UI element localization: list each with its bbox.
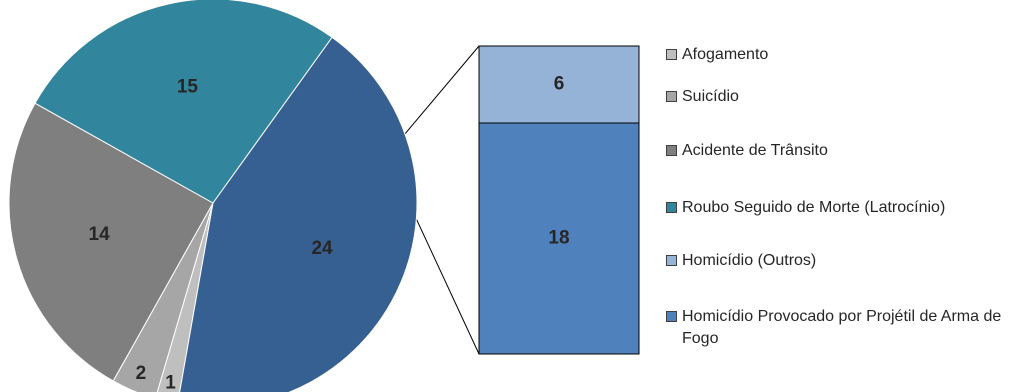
legend-swatch: [666, 49, 677, 60]
legend-swatch: [666, 255, 677, 266]
legend-swatch: [666, 91, 677, 102]
data-label-homicidio: 24: [311, 238, 333, 259]
data-label-suicidio: 2: [136, 363, 147, 384]
legend-item-roubo-seguido-de-morte-latrocinio: Roubo Seguido de Morte (Latrocínio): [666, 197, 1022, 219]
legend-label: Afogamento: [682, 46, 769, 63]
data-label-roubo-seguido-de-morte-latrocinio: 15: [177, 77, 199, 98]
legend-item-homicidio-outros: Homicídio (Outros): [666, 250, 1022, 272]
legend-swatch: [666, 311, 677, 322]
legend-label: Roubo Seguido de Morte (Latrocínio): [682, 199, 946, 216]
pie-slice-homicidio: [179, 36, 418, 392]
legend-swatch: [666, 202, 677, 213]
legend-item-suicidio: Suicídio: [666, 86, 1022, 108]
data-label-acidente-de-transito: 14: [89, 224, 111, 245]
pie: 12 14 15 24: [8, 0, 418, 392]
pie-slice-roubo-seguido-de-morte-latrocinio: [34, 0, 333, 204]
legend-item-homicidio-provocado-por-projetil-de-arma-de-fogo: Homicídio Provocado por Projétil de Arma…: [666, 306, 1022, 350]
bar-segment-homicidio-provocado-por-projetil-de-arma-de-fogo: [478, 122, 640, 355]
legend-item-acidente-de-transito: Acidente de Trânsito: [666, 140, 1022, 162]
pie-slice-acidente-de-transito: [8, 102, 214, 382]
data-label-afogamento: 1: [165, 373, 176, 392]
legend-label: Acidente de Trânsito: [682, 142, 828, 159]
legend-swatch: [666, 145, 677, 156]
bar-segment-homicidio-outros: [478, 45, 640, 124]
legend-label: Homicídio (Outros): [682, 252, 817, 269]
legend-label: Homicídio Provocado por Projétil de Arma…: [682, 308, 1002, 347]
legend-item-afogamento: Afogamento: [666, 44, 1022, 66]
bar-label-homicidio-outros: 6: [554, 74, 565, 95]
bar-label-homicidio-provocado-por-projetil-de-arma-de-fogo: 18: [548, 228, 569, 249]
legend-label: Suicídio: [682, 88, 739, 105]
stacked-bar: 6 18: [478, 45, 640, 355]
